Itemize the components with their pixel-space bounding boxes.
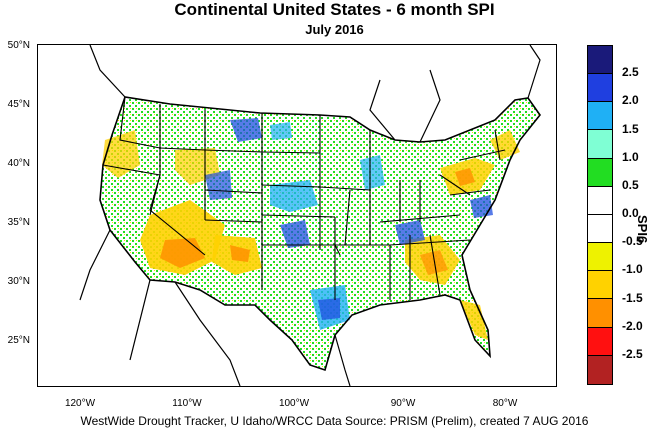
legend-swatch <box>588 158 612 187</box>
lon-label-100w: 100°W <box>278 398 310 409</box>
legend-swatch <box>588 355 612 384</box>
legend-swatch <box>588 299 612 328</box>
legend-tick-label: 0.5 <box>622 177 639 192</box>
legend-swatch <box>588 74 612 103</box>
legend-tick-label: -2.0 <box>622 318 643 333</box>
data-source-credit: WestWide Drought Tracker, U Idaho/WRCC D… <box>80 414 589 428</box>
legend-swatch <box>588 46 612 75</box>
state-boundaries <box>99 96 542 372</box>
legend-tick-label: 0.0 <box>622 206 639 220</box>
lat-label-30n: 30°N <box>7 276 30 287</box>
lat-label-45n: 45°N <box>7 99 30 110</box>
legend-tick-label: 1.5 <box>622 121 639 136</box>
lon-label-80w: 80°W <box>492 398 518 409</box>
map-content <box>79 45 542 386</box>
legend-tick-label: 2.5 <box>622 65 639 80</box>
lat-label-25n: 25°N <box>7 335 30 346</box>
legend-tick-label: -0.5 <box>622 234 643 249</box>
lon-label-110w: 110°W <box>172 398 202 409</box>
lon-label-120w: 120°W <box>64 398 96 409</box>
neighbor-boundaries <box>79 45 541 386</box>
lat-label-35n: 35°N <box>7 217 30 228</box>
legend-swatch <box>588 102 612 131</box>
legend-title: SPI6 <box>635 215 650 244</box>
map-subtitle: July 2016 <box>305 22 364 37</box>
lon-label-90w: 90°W <box>390 398 416 409</box>
legend-tick-label: -2.5 <box>622 346 643 361</box>
lat-label-50n: 50°N <box>7 40 30 51</box>
legend-tick-label: -1.0 <box>622 262 643 277</box>
legend-swatch <box>588 130 612 159</box>
legend-tick-label: 1.0 <box>622 149 639 164</box>
legend-swatch <box>588 214 612 244</box>
legend-swatch <box>588 243 612 272</box>
legend-swatch <box>588 186 612 215</box>
lat-label-40n: 40°N <box>7 158 30 169</box>
spi-color-legend <box>587 45 613 385</box>
map-title: Continental United States - 6 month SPI <box>174 0 495 19</box>
legend-swatch <box>588 271 612 300</box>
legend-tick-label: -1.5 <box>622 290 643 305</box>
legend-tick-label: 2.0 <box>622 93 639 108</box>
legend-swatch <box>588 327 612 356</box>
